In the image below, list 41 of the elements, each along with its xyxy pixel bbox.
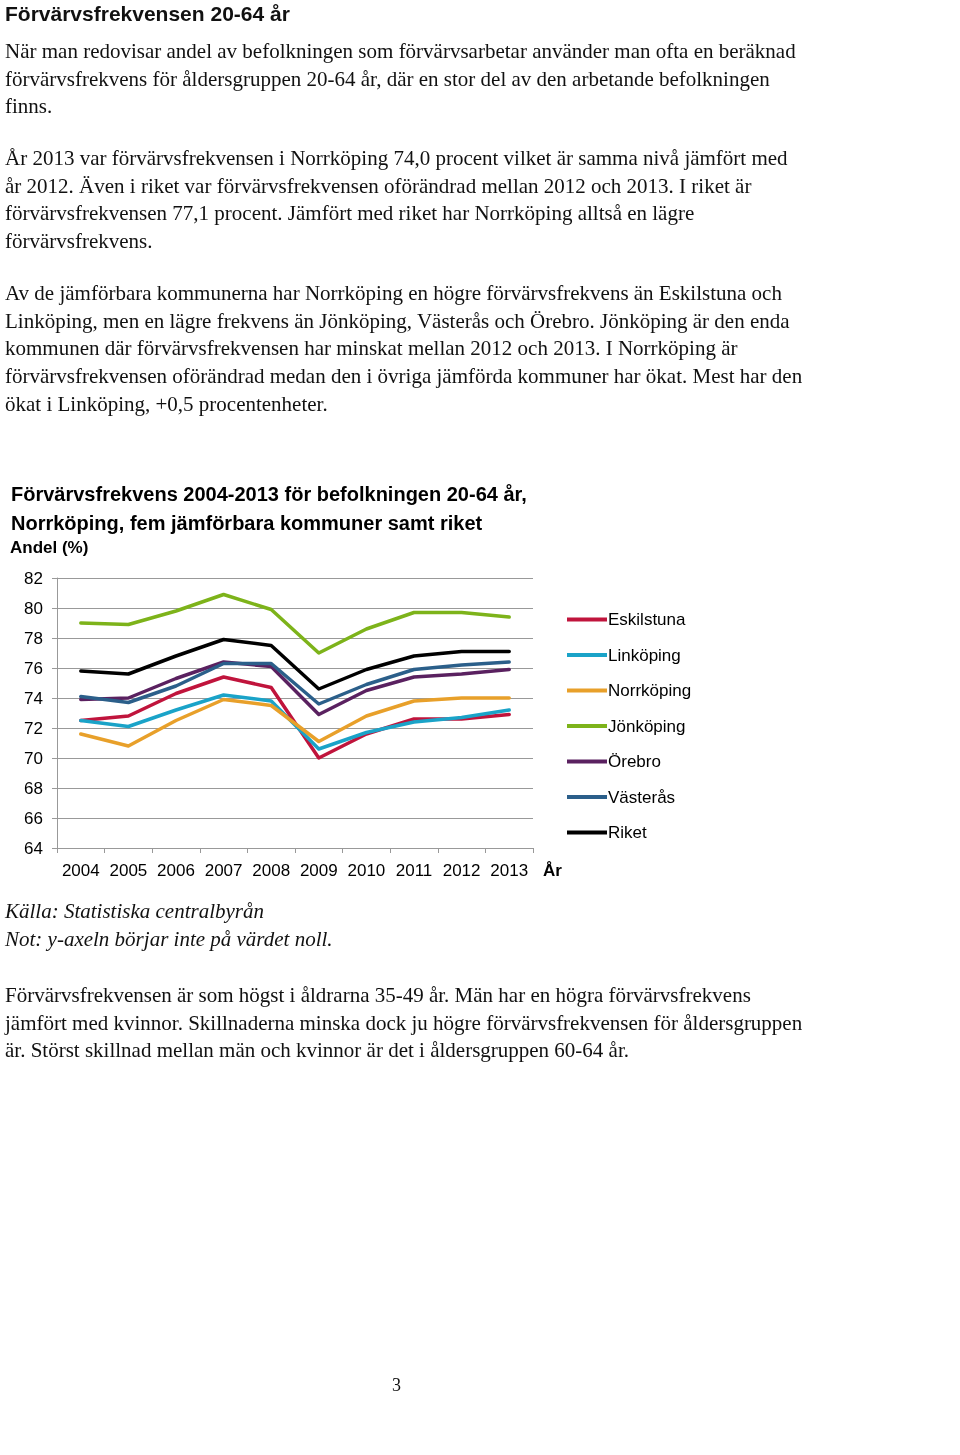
line-series	[79, 660, 511, 706]
legend-label: Jönköping	[608, 716, 686, 736]
x-tick-label: 2006	[157, 861, 195, 880]
y-tick-label: 70	[24, 748, 43, 768]
y-tick-label: 66	[24, 808, 43, 828]
x-tick-label: 2010	[347, 861, 386, 880]
legend-label: Örebro	[608, 752, 661, 771]
legend-label: Västerås	[608, 787, 676, 807]
text: När man redovisar andel av befolkningen som förvärvsarbetar använder man ofta en beräknad förvärvsfrekvens för åldersgruppen 20-64 år, där en stor del av den arbetande befolkningen finns.	[5, 38, 797, 121]
x-tick-label: 2004	[61, 861, 100, 880]
y-tick-label: 72	[24, 718, 43, 738]
x-tick-label: 2008	[252, 861, 291, 880]
y-axis-title: Andel (%)	[10, 538, 89, 557]
line-series	[79, 592, 511, 655]
y-tick-label: 80	[24, 598, 43, 618]
y-tick-label: 78	[24, 628, 43, 648]
text: 3	[392, 1374, 402, 1397]
text: År 2013 var förvärvsfrekvensen i Norrköping 74,0 procent vilket är samma nivå jämfört med år 2012. Även i riket var förvärvsfrekvensen oförändrad mellan 2012 och 2013. I riket är förvärvsfrekvensen 77,1 procent. Jämfört med riket har Norrköping alltså en lägre förvärvsfrekvens.	[5, 145, 789, 256]
x-tick-label: 2013	[490, 861, 529, 880]
text: Förvärvsfrekvensen är som högst i åldrarna 35-49 år. Män har en högra förvärvsfrekvens jämfört med kvinnor. Skillnaderna minska dock ju högre förvärvsfrekvensen för åldersgruppen är. Störst skillnad mellan män och kvinnor är det i åldersgruppen 60-64 år.	[5, 982, 804, 1065]
line-series	[79, 637, 511, 691]
legend-label: Eskilstuna	[608, 610, 687, 629]
text: Källa: Statistiska centralbyrån	[5, 898, 265, 925]
text: Förvärvsfrekvensen 20-64 år	[5, 1, 291, 27]
x-tick-label: 2005	[109, 861, 148, 880]
y-tick-label: 74	[24, 688, 43, 708]
legend-label: Riket	[608, 823, 648, 842]
text: Av de jämförbara kommunerna har Norrköping en högre förvärvsfrekvens än Eskilstuna och Linköping, men en lägre frekvens än Jönköping, Västerås och Örebro. Jönköping är den enda kommunen där förvärvsfrekvensen har minskat mellan 2012 och 2013. I Norrköping är förvärvsfrekvensen oförändrad medan den i övriga jämförda kommuner har ökat. Mest har den ökat i Linköping, +0,5 procentenheter.	[5, 280, 804, 418]
legend-label: Linköping	[608, 645, 681, 665]
text: Not: y-axeln börjar inte på värdet noll.	[5, 926, 334, 953]
legend-label: Norrköping	[608, 681, 692, 700]
x-tick-label: 2007	[204, 861, 243, 880]
y-tick-label: 82	[24, 568, 43, 588]
x-tick-label: 2011	[395, 861, 433, 880]
y-tick-label: 76	[24, 658, 43, 678]
x-tick-label: 2012	[442, 861, 481, 880]
chart-title: Förvärvsfrekvens 2004-2013 för befolkningen 20-64 år, Norrköping, fem jämförbara kommuner samt riket	[11, 482, 527, 534]
x-axis-title: År	[543, 861, 563, 880]
y-tick-label: 64	[24, 838, 43, 858]
y-tick-label: 68	[24, 778, 43, 798]
x-tick-label: 2009	[299, 861, 338, 880]
